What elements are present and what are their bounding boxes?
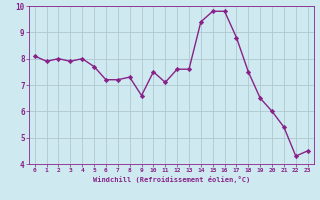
X-axis label: Windchill (Refroidissement éolien,°C): Windchill (Refroidissement éolien,°C) xyxy=(92,176,250,183)
